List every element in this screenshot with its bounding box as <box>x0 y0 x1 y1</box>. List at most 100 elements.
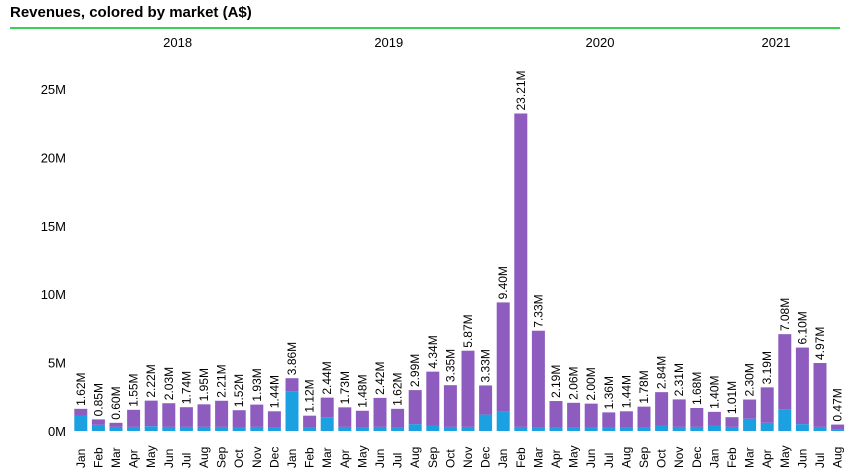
bar-value-label: 0.47M <box>831 388 845 421</box>
bar-value-label: 1.36M <box>602 376 616 409</box>
bar-segment-primary <box>74 415 88 431</box>
x-tick-label: Aug <box>408 447 422 468</box>
bar-segment-primary <box>831 429 845 431</box>
bars <box>74 113 845 431</box>
bar-value-label: 3.35M <box>443 349 457 382</box>
bar-segment-other <box>443 385 457 427</box>
bar-segment-primary <box>303 427 317 431</box>
bar-value-label: 1.12M <box>303 379 317 412</box>
x-tick-label: May <box>355 445 369 468</box>
bar-segment-other <box>162 403 176 427</box>
bar-value-label: 2.84M <box>655 356 669 389</box>
x-tick-label: Feb <box>514 447 528 468</box>
bar-segment-primary <box>250 426 264 431</box>
x-tick-label: Jun <box>373 449 387 468</box>
year-labels: 2018 2019 2020 2021 <box>163 35 790 50</box>
bar-segment-other <box>760 387 774 423</box>
y-axis: 0M 5M 10M 15M 20M 25M <box>41 82 66 439</box>
bar-segment-other <box>584 403 598 428</box>
x-tick-label: Jun <box>162 449 176 468</box>
bar-segment-other <box>813 363 827 427</box>
bar-value-label: 1.48M <box>355 374 369 407</box>
bar-segment-primary <box>426 425 440 431</box>
bar-value-label: 2.31M <box>672 363 686 396</box>
bar-segment-other <box>602 412 616 428</box>
bar-segment-other <box>197 404 211 427</box>
bar-value-label: 1.55M <box>127 373 141 406</box>
x-tick-label: Jul <box>391 453 405 468</box>
x-axis: Jan Feb Mar Apr May Jun Jul Aug Sep Oct Nov Dec Jan F… <box>74 445 845 468</box>
x-tick-label: Oct <box>443 449 457 468</box>
x-tick-label: Mar <box>109 447 123 468</box>
bar-segment-primary <box>549 427 563 431</box>
y-tick-label: 15M <box>41 219 66 234</box>
bar-value-label: 1.44M <box>267 375 281 408</box>
bar-segment-primary <box>496 411 510 431</box>
bar-segment-other <box>74 408 88 416</box>
bar-segment-primary <box>619 427 633 431</box>
bar-segment-other <box>267 411 281 428</box>
bar-segment-other <box>531 330 545 428</box>
bar-segment-other <box>250 404 264 427</box>
x-tick-label: Apr <box>127 449 141 468</box>
y-tick-label: 20M <box>41 150 66 165</box>
bar-value-label: 3.19M <box>760 351 774 384</box>
bar-segment-other <box>690 408 704 427</box>
bar-segment-primary <box>479 414 493 431</box>
x-tick-label: Jul <box>179 453 193 468</box>
bar-value-label: 1.52M <box>232 374 246 407</box>
x-tick-label: Feb <box>725 447 739 468</box>
year-label: 2018 <box>163 35 192 50</box>
bar-segment-other <box>232 410 246 428</box>
bar-segment-other <box>338 407 352 427</box>
bar-segment-other <box>514 113 528 427</box>
bar-segment-primary <box>179 426 193 431</box>
bar-segment-primary <box>655 425 669 431</box>
x-tick-label: Jan <box>707 449 721 468</box>
page-title: Revenues, colored by market (A$) <box>10 4 252 21</box>
x-tick-label: Jun <box>795 449 809 468</box>
x-tick-label: May <box>144 445 158 468</box>
x-tick-label: Feb <box>303 447 317 468</box>
x-tick-label: Apr <box>338 449 352 468</box>
bar-segment-primary <box>215 426 229 431</box>
bar-segment-other <box>355 410 369 428</box>
year-label: 2019 <box>374 35 403 50</box>
bar-value-label: 1.62M <box>74 372 88 405</box>
x-tick-label: Feb <box>91 447 105 468</box>
bar-segment-other <box>179 407 193 427</box>
bar-value-label: 7.33M <box>531 294 545 327</box>
x-tick-label: Jun <box>584 449 598 468</box>
bar-value-label: 1.44M <box>619 375 633 408</box>
bar-segment-other <box>672 399 686 427</box>
bar-segment-other <box>707 411 721 426</box>
title-divider <box>10 27 840 29</box>
bar-segment-other <box>285 378 299 392</box>
bar-value-label: 2.06M <box>567 366 581 399</box>
bar-segment-primary <box>778 409 792 431</box>
bar-value-label: 1.62M <box>391 372 405 405</box>
value-labels: 1.62M 0.85M 0.60M 1.55M 2.22M 2.03M 1.74M 1.95M… <box>74 70 845 421</box>
bar-segment-primary <box>355 427 369 431</box>
bar-segment-other <box>778 334 792 410</box>
bar-value-label: 2.00M <box>584 367 598 400</box>
bar-segment-other <box>479 385 493 415</box>
bar-segment-primary <box>408 424 422 431</box>
bar-value-label: 3.33M <box>479 349 493 382</box>
x-tick-label: Mar <box>320 447 334 468</box>
bar-value-label: 2.19M <box>549 365 563 398</box>
bar-value-label: 5.87M <box>461 314 475 347</box>
x-tick-label: Nov <box>461 447 475 468</box>
bar-segment-primary <box>672 426 686 431</box>
bar-segment-other <box>655 392 669 426</box>
x-tick-label: Apr <box>549 449 563 468</box>
bar-segment-primary <box>391 427 405 431</box>
bar-segment-other <box>373 397 387 427</box>
bar-segment-primary <box>91 424 105 431</box>
bar-segment-primary <box>162 426 176 431</box>
y-tick-label: 5M <box>48 356 66 371</box>
year-label: 2020 <box>586 35 615 50</box>
bar-value-label: 2.03M <box>162 367 176 400</box>
bar-segment-primary <box>443 426 457 431</box>
